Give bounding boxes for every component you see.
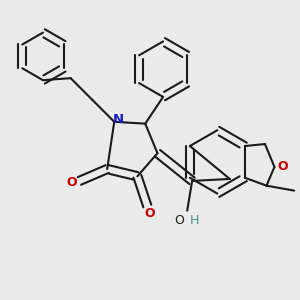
Text: H: H [189,214,199,227]
Text: O: O [66,176,77,189]
Text: O: O [277,160,288,173]
Text: N: N [113,113,124,126]
Text: O: O [144,207,154,220]
Text: O: O [174,214,184,227]
